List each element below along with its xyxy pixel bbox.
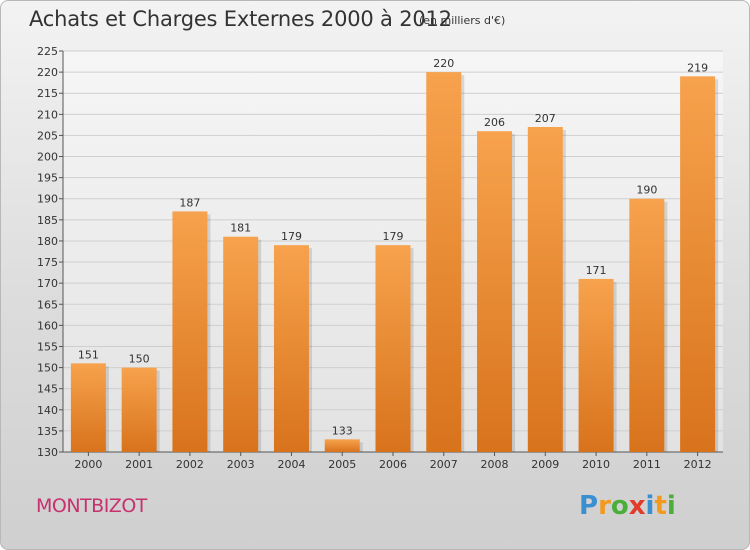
commune-name: MONTBIZOT xyxy=(36,495,147,517)
bar-value-label: 219 xyxy=(687,61,708,74)
bar xyxy=(121,367,157,452)
y-tick-label: 190 xyxy=(37,193,58,206)
y-tick-label: 175 xyxy=(37,256,58,269)
bar-value-label: 181 xyxy=(230,222,251,235)
chart-subtitle: (en milliers d'€) xyxy=(419,14,506,27)
x-tick-label: 2007 xyxy=(430,458,458,471)
y-tick-label: 155 xyxy=(37,340,58,353)
bar xyxy=(426,72,462,453)
x-tick-label: 2002 xyxy=(176,458,204,471)
x-tick-label: 2005 xyxy=(328,458,356,471)
bar xyxy=(273,245,309,452)
bar xyxy=(324,439,360,452)
y-tick-label: 145 xyxy=(37,383,58,396)
logo-letter: i xyxy=(666,491,676,521)
y-tick-label: 165 xyxy=(37,298,58,311)
bar xyxy=(578,278,614,452)
x-tick-label: 2000 xyxy=(74,458,102,471)
x-tick-label: 2006 xyxy=(379,458,407,471)
y-tick-label: 210 xyxy=(37,108,58,121)
x-tick-label: 2001 xyxy=(125,458,153,471)
bar xyxy=(172,211,208,452)
x-tick-label: 2009 xyxy=(531,458,559,471)
x-tick-label: 2008 xyxy=(481,458,509,471)
x-tick-label: 2004 xyxy=(277,458,305,471)
logo-letter: x xyxy=(628,491,646,521)
bar-value-label: 220 xyxy=(433,57,454,70)
bar xyxy=(680,76,716,452)
bar xyxy=(70,363,106,452)
y-tick-label: 180 xyxy=(37,235,58,248)
bar-value-label: 133 xyxy=(332,424,353,437)
y-tick-label: 220 xyxy=(37,66,58,79)
logo-letter: r xyxy=(598,491,611,521)
y-tick-label: 150 xyxy=(37,362,58,375)
chart-title: Achats et Charges Externes 2000 à 2012 xyxy=(29,7,452,31)
y-tick-label: 135 xyxy=(37,425,58,438)
y-tick-label: 215 xyxy=(37,87,58,100)
bar xyxy=(477,131,513,452)
logo-letter: t xyxy=(654,491,667,521)
y-tick-label: 160 xyxy=(37,319,58,332)
logo-letter: P xyxy=(579,491,599,521)
bar-value-label: 190 xyxy=(636,184,657,197)
x-tick-label: 2012 xyxy=(684,458,712,471)
bar xyxy=(223,236,259,452)
bar-value-label: 179 xyxy=(281,230,302,243)
x-tick-label: 2011 xyxy=(633,458,661,471)
y-tick-label: 185 xyxy=(37,214,58,227)
bar-value-label: 150 xyxy=(129,353,150,366)
bar xyxy=(527,126,563,453)
y-tick-label: 140 xyxy=(37,404,58,417)
x-tick-label: 2010 xyxy=(582,458,610,471)
y-tick-label: 225 xyxy=(37,45,58,58)
bar-value-label: 206 xyxy=(484,116,505,129)
bar-value-label: 171 xyxy=(586,264,607,277)
y-tick-label: 205 xyxy=(37,129,58,142)
bar-value-label: 179 xyxy=(383,230,404,243)
proxiti-logo[interactable]: Proxiti xyxy=(579,491,676,521)
bar-value-label: 187 xyxy=(179,196,200,209)
y-tick-label: 130 xyxy=(37,446,58,459)
logo-letter: o xyxy=(610,491,629,521)
y-tick-label: 195 xyxy=(37,172,58,185)
bar xyxy=(375,245,411,452)
y-tick-label: 170 xyxy=(37,277,58,290)
bar-value-label: 207 xyxy=(535,112,556,125)
bar-value-label: 151 xyxy=(78,348,99,361)
bar xyxy=(629,198,665,452)
x-tick-label: 2003 xyxy=(227,458,255,471)
logo-letter: i xyxy=(645,491,655,521)
y-tick-label: 200 xyxy=(37,151,58,164)
